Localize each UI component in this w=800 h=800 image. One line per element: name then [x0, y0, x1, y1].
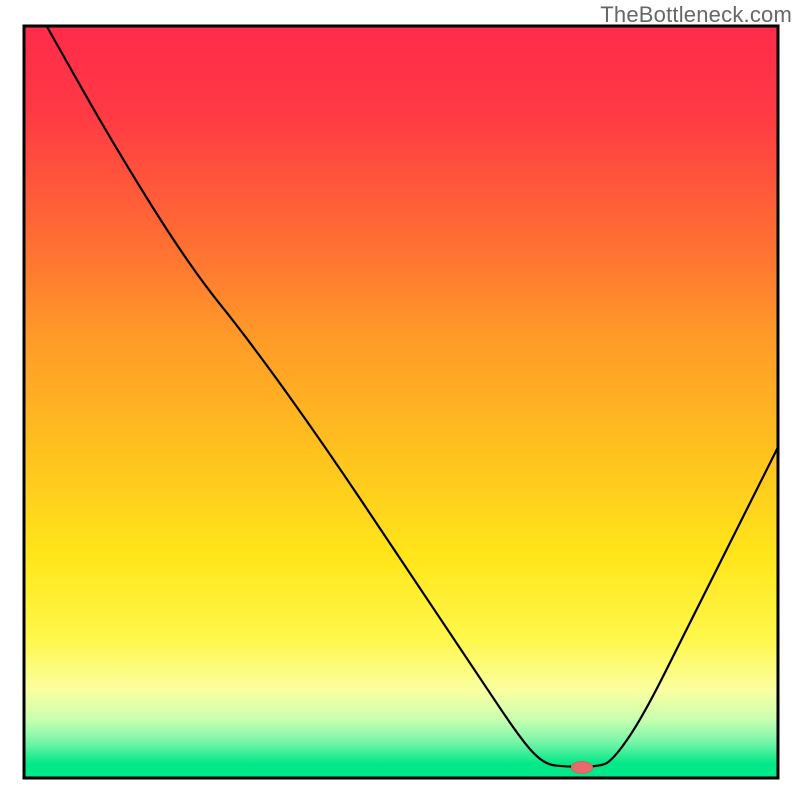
bottleneck-chart	[0, 0, 800, 800]
optimal-marker	[571, 761, 593, 773]
watermark-text: TheBottleneck.com	[600, 2, 792, 28]
chart-container: { "watermark": { "text": "TheBottleneck.…	[0, 0, 800, 800]
